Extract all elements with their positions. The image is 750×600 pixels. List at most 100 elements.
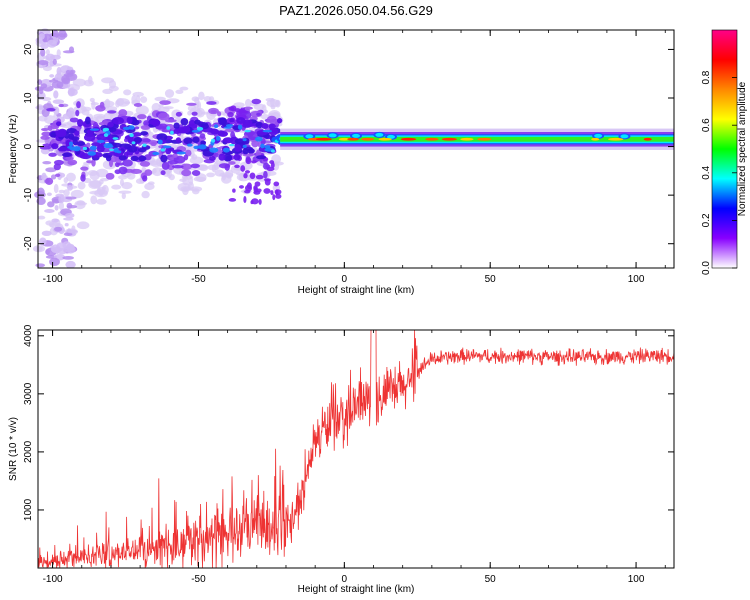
spectrogram-blob	[58, 103, 64, 108]
spectrogram-blob	[62, 241, 71, 250]
snr-y-tick-label: 4000	[23, 324, 34, 347]
spectrogram-blob	[251, 139, 259, 148]
spectrogram-blob	[77, 181, 86, 190]
colorbar-tick-label: 0.4	[701, 165, 712, 179]
spectrogram-blob	[80, 166, 89, 171]
spectrogram-blob	[40, 43, 49, 49]
spectrogram-blob	[232, 188, 236, 193]
band-hotspot	[643, 137, 652, 141]
spectrogram-blob	[40, 48, 46, 57]
spectrogram-blob	[265, 97, 275, 102]
spectrogram-blob	[256, 112, 261, 116]
spectrogram-blob	[148, 119, 160, 125]
spectrogram-blob	[63, 217, 74, 221]
spectrogram-blob	[171, 164, 184, 169]
snr-background	[38, 330, 674, 568]
spectrogram-blob	[243, 196, 247, 203]
spectrogram-blob	[53, 183, 59, 194]
spectrogram-blob	[143, 120, 150, 127]
spectrogram-blob	[53, 90, 59, 99]
spectrogram-blob	[144, 169, 153, 176]
snr-x-ticks: -100 -50 0 50 100	[43, 330, 666, 585]
spectrogram-blob	[97, 186, 106, 196]
spectrogram-blob	[121, 192, 126, 200]
spectrogram-blob	[65, 260, 76, 269]
spectrogram-blob	[186, 102, 197, 106]
spectrogram-y-tick-label: -10	[23, 187, 34, 202]
spectrogram-y-tick-label: 20	[23, 43, 34, 55]
spectrogram-blob	[141, 138, 151, 143]
spectrogram-blob	[66, 229, 78, 234]
spectrogram-blob	[157, 123, 168, 129]
spectrogram-blob	[74, 130, 80, 136]
spectrogram-blob	[70, 189, 84, 199]
snr-x-tick-label: -50	[191, 574, 206, 585]
spectrogram-blob	[51, 81, 64, 89]
spectrogram-blob	[82, 146, 88, 151]
colorbar-gradient	[711, 29, 738, 269]
spectrogram-blob	[236, 117, 246, 124]
spectrogram-blob	[100, 178, 109, 182]
spectrogram-blob	[198, 164, 209, 172]
spectrogram-blob	[107, 121, 114, 128]
spectrogram-blob	[164, 89, 175, 98]
spectrogram-blob	[198, 91, 205, 101]
spectrogram-blob	[272, 194, 276, 201]
spectrogram-blob	[38, 33, 45, 40]
spectrogram-blob	[242, 138, 247, 142]
spectrogram-blob	[166, 126, 171, 130]
spectrogram-blob	[68, 141, 74, 147]
spectrogram-blob	[133, 103, 143, 107]
spectrogram-blob	[251, 98, 262, 105]
spectrogram-blob	[48, 32, 60, 38]
spectrogram-blob	[261, 123, 269, 129]
spectrogram-blob	[44, 115, 57, 125]
spectrogram-blob	[175, 137, 182, 143]
spectrogram-blob	[62, 152, 72, 158]
spectrogram-blob	[115, 100, 120, 108]
spectrogram-blob	[96, 198, 107, 205]
spectrogram-blob	[270, 162, 275, 169]
spectrogram-blob	[54, 246, 60, 255]
spectrogram-blob	[87, 151, 97, 156]
spectrogram-blob	[46, 192, 52, 197]
snr-y-tick-label: 3000	[23, 382, 34, 405]
spectrogram-blob	[89, 145, 97, 151]
band-bump-core	[328, 133, 337, 138]
spectrogram-blob	[228, 143, 235, 147]
spectrogram-blob	[247, 148, 255, 154]
spectrogram-blob	[91, 158, 96, 167]
spectrogram-blob	[213, 124, 219, 129]
band-hotspot	[460, 137, 474, 141]
spectrogram-blob	[233, 153, 241, 161]
spectrogram-blob	[42, 161, 52, 165]
spectrogram-blob	[65, 156, 74, 161]
spectrogram-y-tick-label: 0	[23, 143, 34, 149]
spectrogram-blob	[217, 130, 229, 137]
spectrogram-blob	[90, 195, 98, 205]
spectrogram-blob	[266, 166, 275, 172]
spectrogram-blob	[270, 104, 276, 110]
spectrogram-blob	[42, 33, 52, 43]
spectrogram-blob	[274, 189, 282, 195]
spectrogram-blob	[104, 98, 111, 109]
spectrogram-blob	[108, 159, 114, 168]
spectrogram-blob	[222, 137, 233, 144]
spectrogram-blob	[243, 106, 253, 110]
spectrogram-y-axis-title: Frequency (Hz)	[8, 115, 19, 184]
spectrogram-blob	[140, 131, 149, 136]
snr-x-axis-title: Height of straight line (km)	[298, 584, 415, 595]
spectrogram-blob	[180, 117, 189, 126]
spectrogram-blob	[180, 163, 193, 170]
spectrogram-blob	[45, 49, 50, 55]
spectrogram-blob	[119, 178, 125, 187]
spectrogram-blob	[122, 159, 133, 167]
spectrogram-blob	[230, 105, 237, 112]
spectrogram-blob	[62, 255, 75, 260]
spectrogram-blob	[77, 119, 84, 127]
band-bump-core	[594, 133, 603, 138]
snr-y-tick-label: 1000	[23, 498, 34, 521]
spectrogram-blob	[35, 263, 46, 268]
spectrogram-blob	[72, 139, 78, 146]
spectrogram-blob	[108, 79, 117, 89]
